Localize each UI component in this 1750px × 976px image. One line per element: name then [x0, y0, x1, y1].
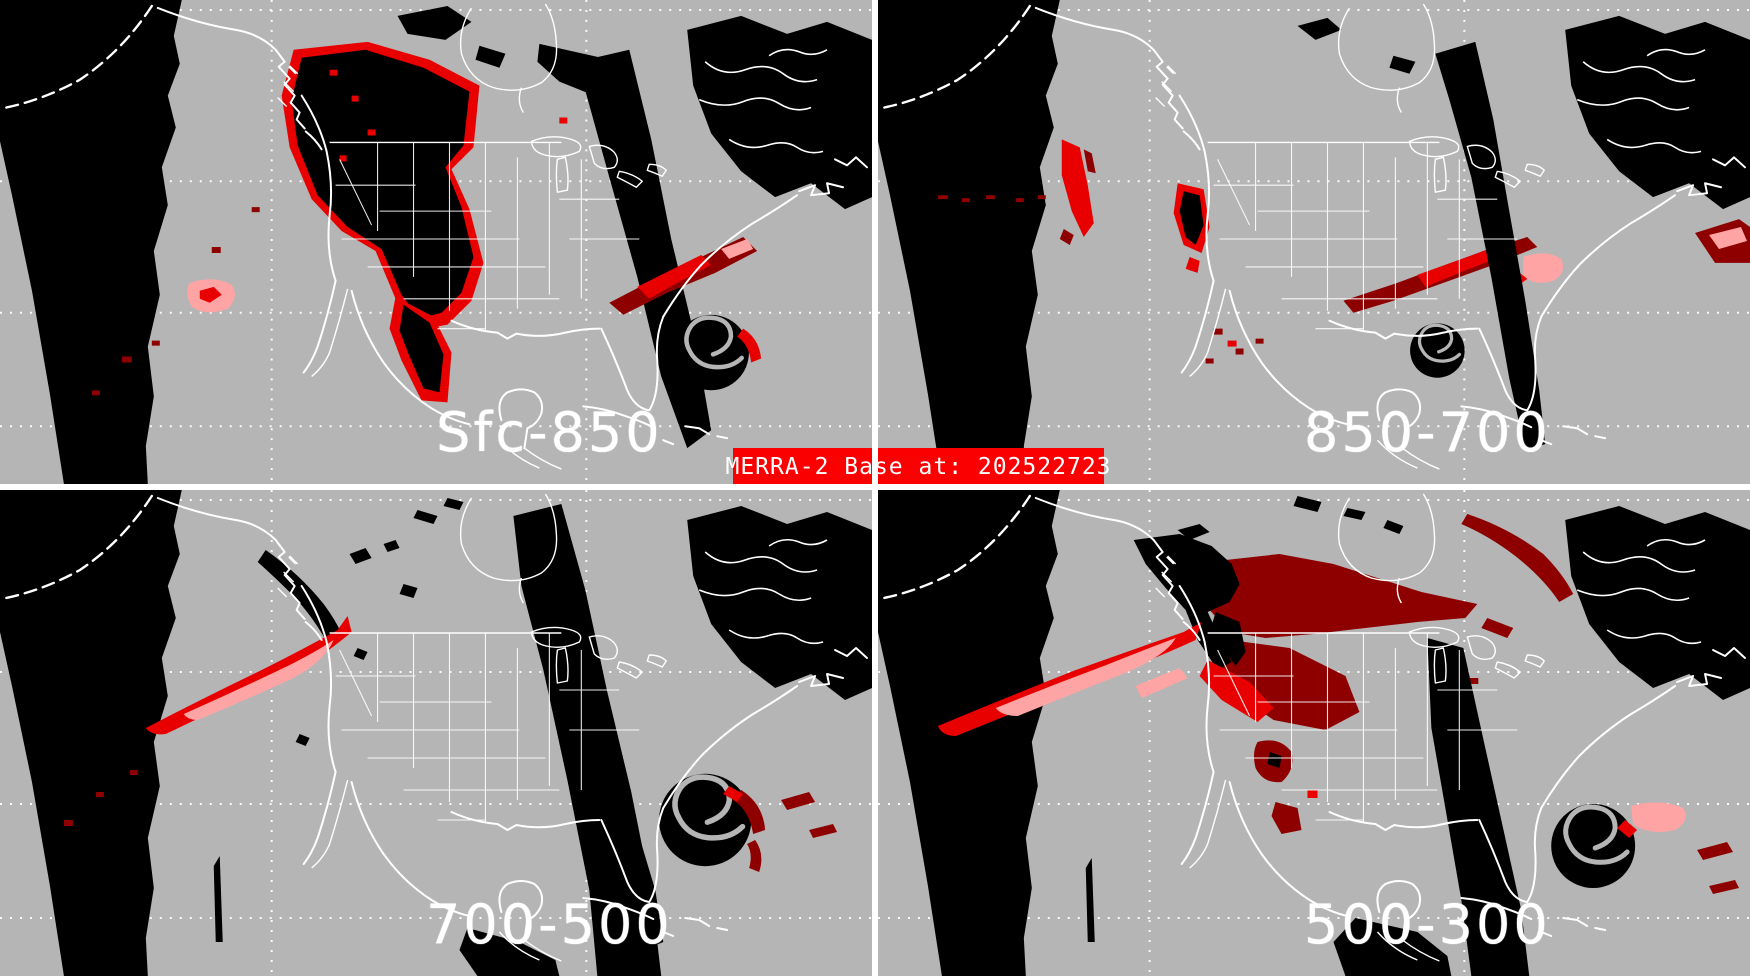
map-panel-850-700: 850-700 [878, 0, 1750, 484]
layer-label-850-700: 850-700 [1304, 401, 1551, 464]
merra2-base-time-banner: MERRA-2 Base at: 202522723 [725, 448, 1111, 485]
weather-map-700-500 [0, 490, 872, 976]
layer-label-500-300: 500-300 [1304, 893, 1551, 956]
horizontal-panel-divider [0, 484, 1750, 490]
data-layer-850-700 [937, 17, 1750, 451]
map-panel-500-300: 500-300 [878, 490, 1750, 976]
weather-map-500-300 [878, 490, 1750, 976]
data-layer-sfc-850 [91, 5, 762, 449]
weather-map-850-700 [878, 0, 1750, 484]
layer-label-700-500: 700-500 [426, 893, 673, 956]
data-layer-700-500 [63, 498, 838, 976]
map-panel-sfc-850: Sfc-850 [0, 0, 872, 484]
map-panel-700-500: 700-500 [0, 490, 872, 976]
layer-label-sfc-850: Sfc-850 [436, 401, 663, 464]
weather-map-sfc-850 [0, 0, 872, 484]
